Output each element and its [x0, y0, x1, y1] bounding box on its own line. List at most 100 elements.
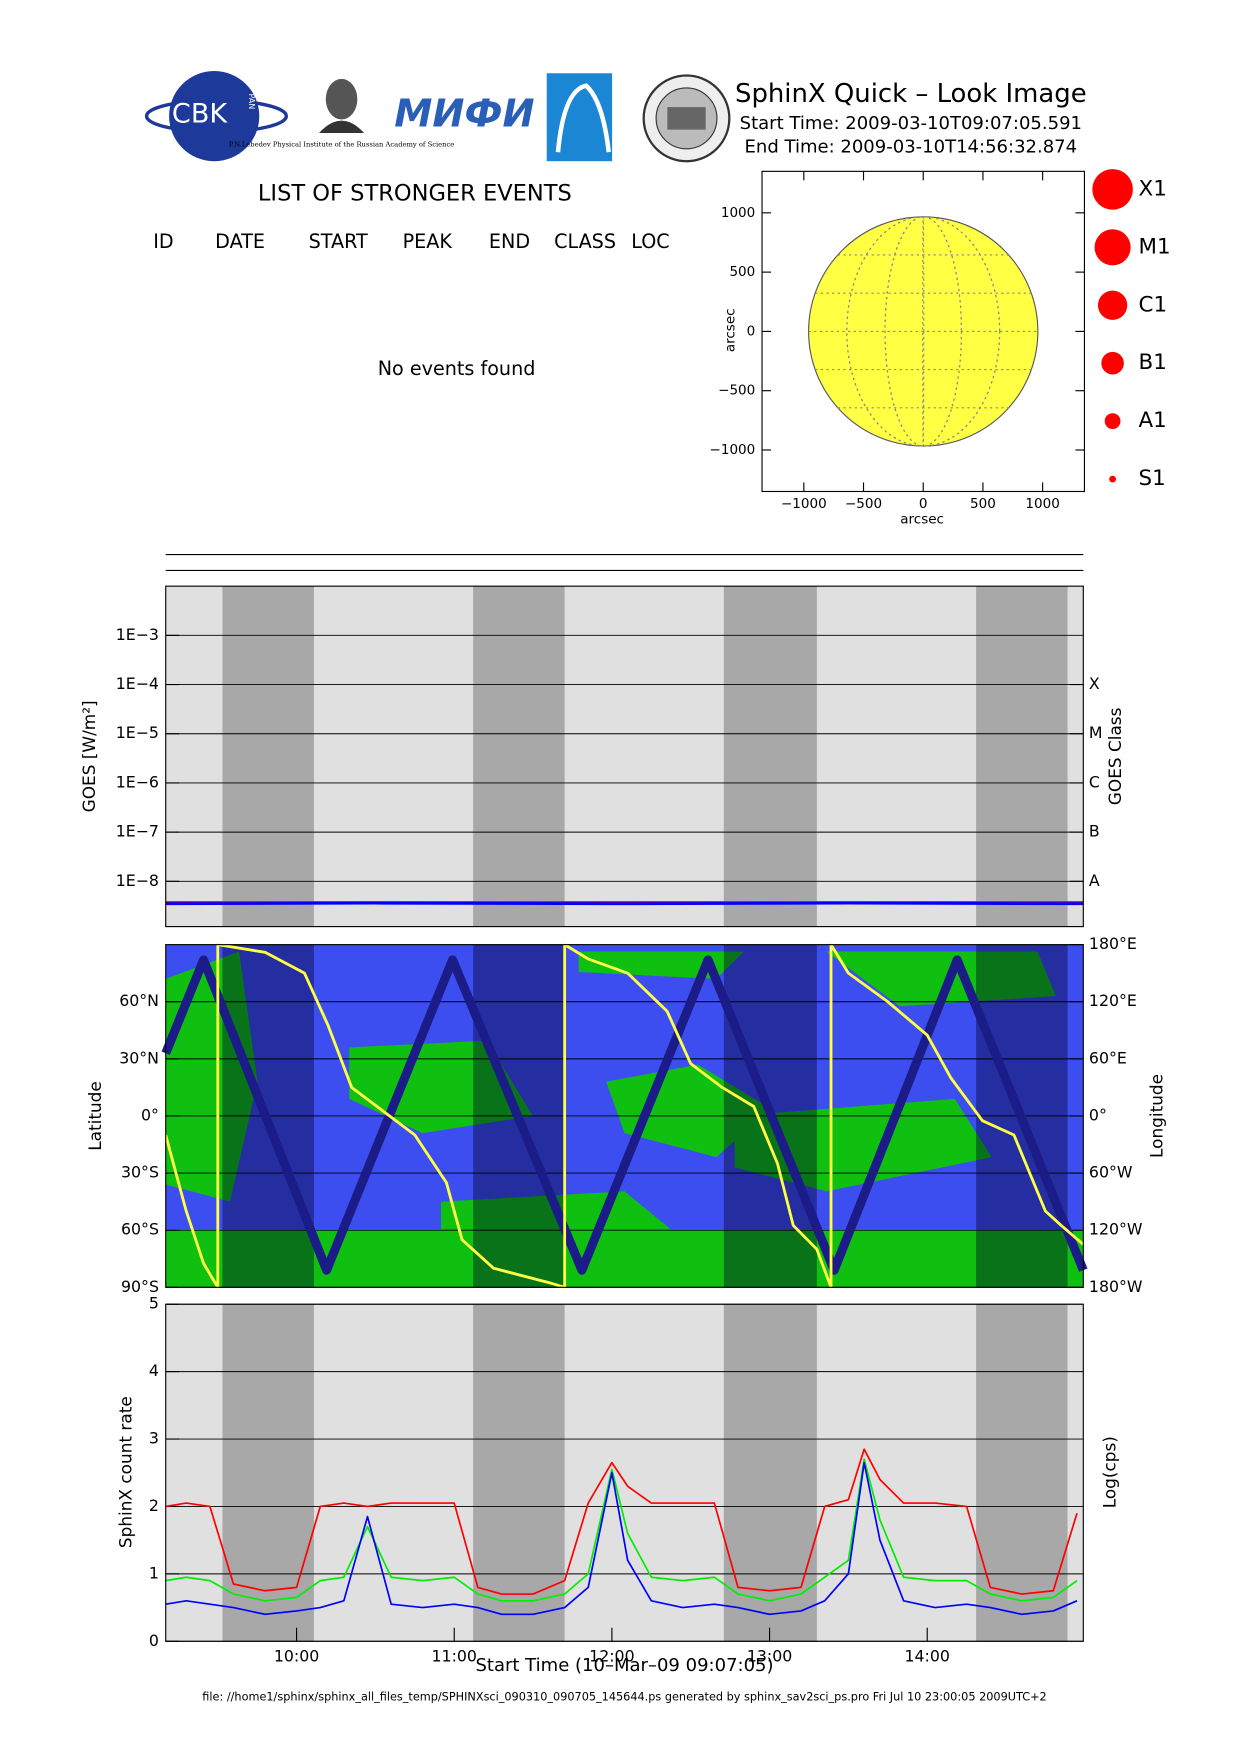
y-tick-label: 60°N — [119, 991, 159, 1010]
y2-tick-label: 0° — [1089, 1105, 1107, 1124]
events-column: END — [489, 230, 530, 253]
series-line — [165, 1461, 1078, 1616]
y2-tick-label: 120°W — [1089, 1220, 1143, 1239]
y-tick-label: 1000 — [721, 205, 755, 221]
y-tick-label: 30°N — [119, 1048, 159, 1067]
end-time: End Time: 2009-03-10T14:56:32.874 — [745, 137, 1078, 158]
events-title: LIST OF STRONGER EVENTS — [258, 180, 572, 206]
disk-meridian — [922, 216, 925, 447]
particle-region — [165, 951, 258, 1202]
shaded-interval — [473, 1304, 565, 1642]
events-column: ID — [153, 230, 173, 253]
x-tick-label: 500 — [970, 496, 996, 512]
legend-label: A1 — [1139, 408, 1167, 433]
y-axis-title: GOES [W/m²] — [79, 700, 99, 812]
x-axis-title: arcsec — [900, 512, 944, 528]
particle-region — [606, 1064, 772, 1158]
logo-mifi: МИФИ — [394, 92, 534, 137]
plot-frame — [165, 1303, 1084, 1642]
events-column: LOC — [631, 230, 669, 253]
logo-cbk: CBK PAN — [144, 71, 289, 162]
shaded-interval — [473, 586, 565, 927]
plot-frame — [165, 585, 1084, 928]
footer: file: //home1/sphinx/sphinx_all_files_te… — [202, 1691, 1046, 1704]
x-tick-label: 11:00 — [432, 1647, 477, 1666]
x-axis-title: Start Time (10–Mar–09 09:07:05) — [475, 1655, 773, 1676]
logo-text: CBK — [172, 98, 228, 129]
y-tick-label: 0 — [747, 323, 756, 339]
logo-text: P.N.Lebedev Physical Institute of the Ru… — [229, 140, 454, 148]
y-tick-label: 90°S — [121, 1277, 159, 1296]
y2-tick-label: 180°E — [1089, 934, 1137, 953]
legend-label: C1 — [1139, 292, 1168, 317]
y2-tick-label: 120°E — [1089, 991, 1137, 1010]
disk-meridian — [884, 216, 963, 447]
start-time: Start Time: 2009-03-10T09:07:05.591 — [740, 113, 1082, 134]
legend-marker — [1094, 229, 1131, 266]
legend-marker — [1109, 475, 1116, 483]
x-tick-label: 13:00 — [747, 1647, 792, 1666]
y2-tick-label: A — [1089, 871, 1100, 890]
series-line — [165, 1448, 1078, 1595]
legend-label: X1 — [1139, 176, 1167, 201]
y-tick-label: −500 — [718, 383, 755, 399]
y2-axis-title: Log(cps) — [1099, 1436, 1119, 1508]
y-axis-title: SphinX count rate — [115, 1396, 135, 1548]
legend-marker — [1101, 351, 1124, 375]
series-line — [165, 1458, 1078, 1602]
legend-marker — [1097, 290, 1128, 320]
y-axis-title: arcsec — [722, 308, 738, 352]
y-tick-label: 2 — [149, 1496, 159, 1515]
shaded-interval — [723, 586, 817, 927]
x-tick-label: 0 — [919, 496, 928, 512]
y-tick-label: 5 — [149, 1294, 159, 1313]
logo-comet — [546, 73, 613, 162]
y2-tick-label: M — [1089, 723, 1103, 742]
y2-axis-title: GOES Class — [1105, 708, 1125, 806]
y-tick-label: 1E−7 — [116, 822, 159, 841]
x-tick-label: −500 — [845, 496, 882, 512]
logo-lebedev: P.N.Lebedev Physical Institute of the Ru… — [229, 78, 454, 148]
logo-seal — [642, 74, 731, 163]
y2-axis-title: Longitude — [1147, 1074, 1167, 1158]
y-tick-label: 0° — [141, 1105, 159, 1124]
legend-marker — [1104, 413, 1121, 430]
y-tick-label: 1E−8 — [116, 871, 159, 890]
y-tick-label: 3 — [149, 1429, 159, 1448]
x-tick-label: 1000 — [1025, 496, 1059, 512]
events-column: PEAK — [403, 230, 453, 253]
y2-tick-label: C — [1089, 772, 1100, 791]
plot-background — [165, 586, 1084, 927]
legend-label: B1 — [1139, 350, 1167, 375]
y-tick-label: 4 — [149, 1361, 159, 1380]
y-tick-label: 1E−6 — [116, 772, 159, 791]
logo-text: PAN — [247, 94, 256, 110]
x-tick-label: 14:00 — [904, 1647, 949, 1666]
legend-label: M1 — [1139, 234, 1171, 259]
plot-background — [165, 1304, 1084, 1642]
legend-label: S1 — [1139, 466, 1166, 491]
y-tick-label: 1 — [149, 1563, 159, 1582]
disk-meridian — [846, 216, 1001, 447]
y2-tick-label: B — [1089, 822, 1100, 841]
shaded-interval — [976, 1304, 1068, 1642]
legend-marker — [1092, 169, 1133, 210]
y-tick-label: 1E−4 — [116, 674, 159, 693]
x-tick-label: 12:00 — [589, 1647, 634, 1666]
shaded-interval — [222, 586, 314, 927]
y-tick-label: 1E−5 — [116, 723, 159, 742]
y2-tick-label: 60°W — [1089, 1163, 1133, 1182]
y-tick-label: 0 — [149, 1631, 159, 1650]
series-line — [161, 955, 1088, 1275]
y2-tick-label: X — [1089, 674, 1100, 693]
events-column: DATE — [215, 230, 265, 253]
events-message: No events found — [378, 357, 536, 380]
y-tick-label: −1000 — [710, 442, 756, 458]
y2-tick-label: 60°E — [1089, 1048, 1127, 1067]
series-line — [165, 901, 1084, 906]
y-tick-label: 500 — [729, 264, 755, 280]
y-tick-label: 1E−3 — [116, 625, 159, 644]
y-tick-label: 60°S — [121, 1220, 159, 1239]
particle-region — [734, 1098, 992, 1192]
